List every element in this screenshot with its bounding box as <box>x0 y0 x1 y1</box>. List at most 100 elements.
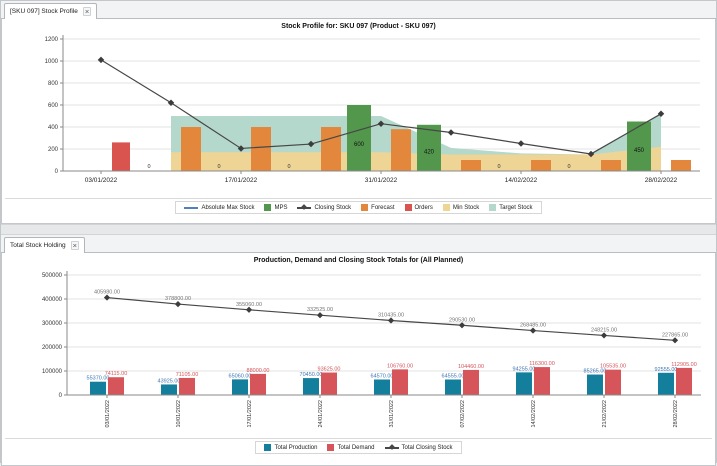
svg-text:0: 0 <box>497 164 500 170</box>
svg-text:200: 200 <box>48 147 59 153</box>
legend-label: Total Closing Stock <box>401 444 453 451</box>
svg-text:03/01/2022: 03/01/2022 <box>85 177 118 184</box>
tab-total-stock-holding[interactable]: Total Stock Holding × <box>4 237 86 253</box>
totals-chart-title: Production, Demand and Closing Stock Tot… <box>253 257 464 264</box>
stock-profile-legend-item-2: Closing Stock <box>297 204 352 211</box>
svg-text:0: 0 <box>55 169 59 175</box>
legend-label: Target Stock <box>499 204 533 211</box>
svg-text:17/01/2022: 17/01/2022 <box>225 177 258 184</box>
svg-text:100000: 100000 <box>42 369 63 375</box>
svg-text:0: 0 <box>59 393 63 399</box>
svg-text:28/02/2022: 28/02/2022 <box>673 400 679 428</box>
legend-label: MPS <box>274 204 288 211</box>
stock-profile-legend-item-0: Absolute Max Stock <box>184 205 254 211</box>
stock-profile-chart: 0 200 400 600 800 1000 1200 600 420 450 0 0 0 0 0 03/01… <box>45 35 700 184</box>
totals-chart-separator <box>5 438 712 439</box>
svg-text:800: 800 <box>48 81 59 87</box>
legend-swatch-icon <box>264 444 272 451</box>
total-stock-holding-pane: Total Stock Holding × Production, Demand… <box>1 235 716 466</box>
svg-text:14/02/2022: 14/02/2022 <box>505 177 538 184</box>
svg-text:405980.00: 405980.00 <box>94 290 120 296</box>
svg-text:31/01/2022: 31/01/2022 <box>365 177 398 184</box>
totals-legend-item-1: Total Demand <box>327 444 375 451</box>
stock-profile-legend-item-1: MPS <box>264 204 287 211</box>
svg-text:450: 450 <box>634 148 645 154</box>
svg-text:07/02/2022: 07/02/2022 <box>460 400 466 428</box>
legend-swatch-icon <box>361 204 369 211</box>
svg-text:310435.00: 310435.00 <box>378 312 404 318</box>
svg-text:200000: 200000 <box>42 345 63 351</box>
pane-splitter[interactable] <box>1 224 716 235</box>
tab-stock-profile[interactable]: [SKU 097] Stock Profile × <box>4 3 98 19</box>
legend-line-icon <box>297 204 312 210</box>
legend-line-icon <box>384 444 399 450</box>
svg-text:64555.00: 64555.00 <box>442 374 465 380</box>
total-stock-holding-tabstrip: Total Stock Holding × <box>1 235 716 253</box>
totals-legend: Total Production Total Demand Total Closin… <box>255 441 462 454</box>
legend-marker-icon <box>388 444 395 450</box>
svg-text:28/02/2022: 28/02/2022 <box>645 177 678 184</box>
stock-profile-chart-separator <box>5 198 712 199</box>
svg-text:420: 420 <box>424 149 435 155</box>
svg-text:85265.00: 85265.00 <box>584 369 607 375</box>
svg-text:600: 600 <box>354 142 365 148</box>
svg-text:71105.00: 71105.00 <box>176 372 199 378</box>
svg-text:70450.00: 70450.00 <box>300 372 323 378</box>
svg-text:500000: 500000 <box>42 273 63 279</box>
svg-text:355060.00: 355060.00 <box>236 302 262 308</box>
legend-label: Closing Stock <box>314 204 352 211</box>
stock-profile-legend-item-4: Orders <box>404 204 433 211</box>
svg-text:227865.00: 227865.00 <box>662 332 688 338</box>
svg-text:400000: 400000 <box>42 297 63 303</box>
tab-stock-profile-label: [SKU 097] Stock Profile <box>10 8 78 15</box>
total-stock-holding-panel: Production, Demand and Closing Stock Tot… <box>1 253 716 466</box>
svg-text:03/01/2022: 03/01/2022 <box>105 400 111 428</box>
svg-text:104460.00: 104460.00 <box>458 364 484 370</box>
svg-text:116300.00: 116300.00 <box>529 361 555 367</box>
stock-profile-chart-title: Stock Profile for: SKU 097 (Product - SK… <box>281 23 436 30</box>
svg-text:1200: 1200 <box>45 37 59 43</box>
legend-label: Min Stock <box>452 204 480 211</box>
legend-label: Forecast <box>371 204 395 211</box>
svg-text:105535.00: 105535.00 <box>600 364 626 370</box>
totals-legend-item-0: Total Production <box>264 444 317 451</box>
legend-swatch-icon <box>327 444 335 451</box>
stock-profile-panel: Stock Profile for: SKU 097 (Product - SK… <box>1 19 716 224</box>
legend-label: Total Production <box>274 444 318 451</box>
legend-line-icon <box>184 206 199 209</box>
legend-swatch-icon <box>442 204 450 211</box>
totals-legend-item-2: Total Closing Stock <box>384 444 453 451</box>
legend-swatch-icon <box>264 204 272 211</box>
svg-text:300000: 300000 <box>42 321 63 327</box>
svg-text:24/01/2022: 24/01/2022 <box>318 400 324 428</box>
stock-profile-legend-item-5: Min Stock <box>442 204 480 211</box>
svg-text:400: 400 <box>48 125 59 131</box>
tab-close-icon[interactable]: × <box>70 241 80 250</box>
svg-text:14/02/2022: 14/02/2022 <box>531 400 537 428</box>
svg-text:93625.00: 93625.00 <box>318 367 341 373</box>
svg-text:65060.00: 65060.00 <box>229 373 252 379</box>
tab-total-stock-holding-label: Total Stock Holding <box>10 242 66 249</box>
legend-label: Absolute Max Stock <box>201 204 255 211</box>
svg-text:64570.00: 64570.00 <box>371 374 394 380</box>
totals-chart: 0 100000 200000 300000 400000 500000 55370.00 4… <box>42 271 701 428</box>
svg-text:31/01/2022: 31/01/2022 <box>389 400 395 428</box>
svg-text:0: 0 <box>147 164 150 170</box>
stock-profile-pane: [SKU 097] Stock Profile × Stock Profile … <box>1 1 716 224</box>
legend-label: Total Demand <box>337 444 375 451</box>
svg-text:0: 0 <box>567 164 570 170</box>
legend-marker-icon <box>301 204 308 210</box>
legend-swatch-icon <box>489 204 497 211</box>
svg-text:332525.00: 332525.00 <box>307 307 333 313</box>
legend-label: Orders <box>414 204 433 211</box>
svg-text:0: 0 <box>217 164 220 170</box>
svg-text:248215.00: 248215.00 <box>591 327 617 333</box>
svg-text:21/02/2022: 21/02/2022 <box>602 400 608 428</box>
svg-text:10/01/2022: 10/01/2022 <box>176 400 182 428</box>
svg-text:0: 0 <box>287 164 290 170</box>
svg-text:55370.00: 55370.00 <box>87 376 110 382</box>
tab-close-icon[interactable]: × <box>82 7 92 16</box>
stock-profile-tabstrip: [SKU 097] Stock Profile × <box>1 1 716 19</box>
svg-text:290530.00: 290530.00 <box>449 317 475 323</box>
